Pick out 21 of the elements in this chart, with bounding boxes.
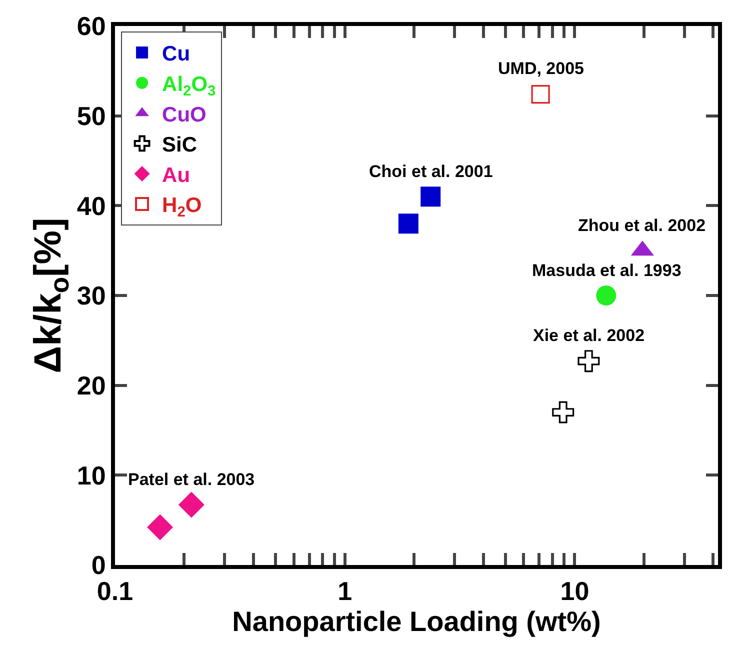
legend-label: Cu	[162, 42, 190, 66]
annotation: Xie et al. 2002	[533, 326, 645, 345]
legend-label: Al$_{2}$O$_{3}$	[162, 73, 216, 100]
x-tick-label: 10	[560, 576, 590, 606]
y-tick-label: 60	[76, 11, 106, 42]
y-tick-label: 20	[76, 370, 106, 400]
annotation: Zhou et al. 2002	[578, 216, 706, 235]
annotation: Masuda et al. 1993	[532, 261, 682, 280]
x-axis-title: Nanoparticle Loading (wt%)	[232, 606, 601, 638]
annotation: Patel et al. 2003	[128, 470, 255, 489]
legend-label: CuO	[162, 103, 206, 126]
y-tick-label: 50	[76, 100, 106, 131]
legend-label: Au	[162, 164, 190, 187]
legend-label: H$_{2}$O	[162, 194, 202, 221]
x-tick-label: 1	[338, 576, 352, 606]
annotation: Choi et al. 2001	[369, 162, 493, 181]
legend-label: SiC	[162, 134, 198, 157]
y-tick-label: 10	[76, 460, 106, 490]
y-tick-label: 30	[76, 280, 106, 311]
y-tick-label: 40	[76, 190, 106, 221]
annotation: UMD, 2005	[498, 59, 584, 78]
